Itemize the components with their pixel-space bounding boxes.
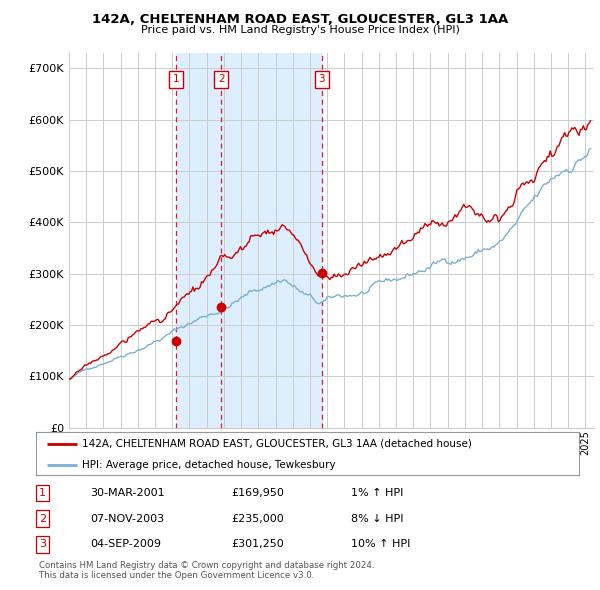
- Text: 30-MAR-2001: 30-MAR-2001: [91, 488, 165, 498]
- Text: 04-SEP-2009: 04-SEP-2009: [91, 539, 161, 549]
- Text: 1: 1: [173, 74, 180, 84]
- Text: This data is licensed under the Open Government Licence v3.0.: This data is licensed under the Open Gov…: [39, 571, 314, 580]
- Text: Contains HM Land Registry data © Crown copyright and database right 2024.: Contains HM Land Registry data © Crown c…: [39, 560, 374, 569]
- Text: 1% ↑ HPI: 1% ↑ HPI: [351, 488, 403, 498]
- Text: 8% ↓ HPI: 8% ↓ HPI: [351, 514, 403, 523]
- Text: 3: 3: [319, 74, 325, 84]
- Text: Price paid vs. HM Land Registry's House Price Index (HPI): Price paid vs. HM Land Registry's House …: [140, 25, 460, 35]
- Text: £169,950: £169,950: [232, 488, 284, 498]
- Text: 3: 3: [39, 539, 46, 549]
- Text: 10% ↑ HPI: 10% ↑ HPI: [351, 539, 410, 549]
- Text: 2: 2: [218, 74, 224, 84]
- Text: £235,000: £235,000: [232, 514, 284, 523]
- Text: 142A, CHELTENHAM ROAD EAST, GLOUCESTER, GL3 1AA: 142A, CHELTENHAM ROAD EAST, GLOUCESTER, …: [92, 13, 508, 26]
- Text: 07-NOV-2003: 07-NOV-2003: [91, 514, 164, 523]
- Text: 2: 2: [39, 514, 46, 523]
- Text: 142A, CHELTENHAM ROAD EAST, GLOUCESTER, GL3 1AA (detached house): 142A, CHELTENHAM ROAD EAST, GLOUCESTER, …: [82, 439, 472, 449]
- Text: 1: 1: [39, 488, 46, 498]
- Text: HPI: Average price, detached house, Tewkesbury: HPI: Average price, detached house, Tewk…: [82, 460, 336, 470]
- Text: £301,250: £301,250: [232, 539, 284, 549]
- Bar: [176, 53, 322, 428]
